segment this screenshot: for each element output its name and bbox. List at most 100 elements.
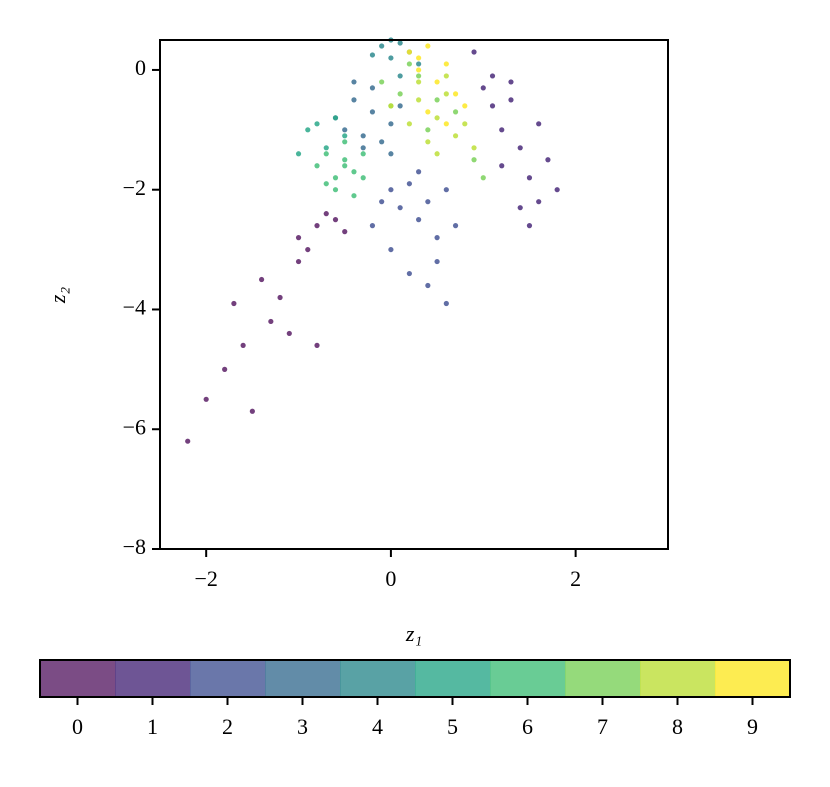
scatter-point — [471, 49, 477, 55]
scatter-point — [240, 342, 246, 348]
scatter-point — [406, 49, 412, 55]
scatter-point — [379, 43, 385, 49]
scatter-point — [434, 258, 440, 265]
colorbar-swatch — [640, 660, 716, 697]
scatter-point — [360, 151, 366, 157]
scatter-point — [379, 199, 385, 205]
y-tick-label: −6 — [123, 414, 146, 439]
scatter-point — [388, 246, 394, 253]
scatter-point — [416, 67, 422, 73]
colorbar-label: 0 — [72, 714, 83, 739]
scatter-point — [480, 175, 486, 181]
scatter-point — [314, 342, 320, 348]
scatter-point — [351, 193, 357, 199]
scatter-point — [332, 217, 339, 223]
scatter-point — [351, 79, 357, 85]
scatter-point — [489, 103, 496, 109]
scatter-point — [342, 127, 348, 133]
scatter-point — [425, 199, 431, 205]
colorbar-label: 5 — [447, 714, 458, 739]
scatter-point — [425, 127, 431, 133]
scatter-point — [332, 187, 339, 193]
scatter-point — [536, 199, 542, 205]
colorbar-label: 3 — [297, 714, 308, 739]
scatter-point — [443, 121, 449, 127]
scatter-point — [342, 139, 348, 145]
scatter-point — [425, 109, 431, 115]
scatter-point — [397, 73, 403, 79]
scatter-point — [517, 145, 523, 151]
colorbar-swatch — [265, 660, 341, 697]
scatter-point — [259, 276, 265, 283]
x-tick-label: 0 — [385, 566, 396, 591]
scatter-point — [332, 175, 339, 181]
x-tick-label: 2 — [570, 566, 581, 591]
y-axis-label: z₂ — [45, 287, 70, 305]
scatter-point — [425, 43, 431, 49]
scatter-point — [342, 133, 348, 139]
scatter-point — [471, 145, 477, 151]
colorbar-swatch — [715, 660, 791, 697]
scatter-point — [369, 52, 376, 58]
scatter-point — [388, 121, 394, 127]
colorbar-swatch — [190, 660, 266, 697]
scatter-point — [471, 157, 477, 163]
scatter-point — [360, 133, 366, 139]
scatter-point — [369, 109, 376, 115]
scatter-point — [416, 97, 422, 103]
scatter-point — [231, 300, 237, 307]
scatter-point — [222, 366, 228, 372]
scatter-point — [249, 408, 255, 414]
scatter-point — [406, 61, 412, 67]
scatter-point — [508, 97, 514, 103]
colorbar-label: 2 — [222, 714, 233, 739]
scatter-point — [332, 115, 339, 121]
scatter-point — [295, 151, 302, 157]
scatter-point — [397, 205, 403, 211]
colorbar-label: 6 — [522, 714, 533, 739]
scatter-point — [443, 73, 449, 79]
scatter-point — [323, 181, 329, 187]
scatter-point — [452, 91, 459, 97]
colorbar-label: 4 — [372, 714, 383, 739]
scatter-point — [351, 169, 357, 175]
scatter-point — [554, 187, 560, 193]
scatter-point — [443, 91, 449, 97]
scatter-point — [323, 211, 329, 217]
colorbar-swatch — [565, 660, 641, 697]
y-tick-label: 0 — [135, 55, 146, 80]
scatter-point — [425, 139, 431, 145]
scatter-point — [185, 438, 191, 444]
scatter-point — [434, 235, 440, 241]
scatter-point — [360, 145, 366, 151]
scatter-point — [388, 103, 394, 109]
scatter-point — [526, 223, 533, 229]
colorbar-swatch — [40, 660, 116, 697]
scatter-point — [406, 121, 412, 127]
scatter-point — [508, 79, 514, 85]
scatter-point — [443, 61, 449, 67]
scatter-point — [397, 40, 403, 46]
scatter-point — [360, 175, 366, 181]
scatter-point — [406, 270, 412, 277]
scatter-point — [286, 330, 292, 337]
scatter-point — [277, 294, 283, 301]
scatter-point — [305, 127, 311, 133]
scatter-point — [323, 145, 329, 151]
scatter-point — [416, 73, 422, 79]
scatter-point — [416, 79, 422, 85]
scatter-point — [443, 187, 449, 193]
scatter-point — [517, 205, 523, 211]
scatter-point — [489, 73, 496, 79]
scatter-point — [314, 223, 320, 229]
scatter-point — [480, 85, 486, 91]
scatter-point — [369, 85, 376, 91]
scatter-point — [526, 175, 533, 181]
scatter-point — [425, 282, 431, 289]
scatter-point — [351, 97, 357, 103]
scatter-point — [388, 187, 394, 193]
scatter-point — [452, 133, 459, 139]
scatter-point — [314, 121, 320, 127]
